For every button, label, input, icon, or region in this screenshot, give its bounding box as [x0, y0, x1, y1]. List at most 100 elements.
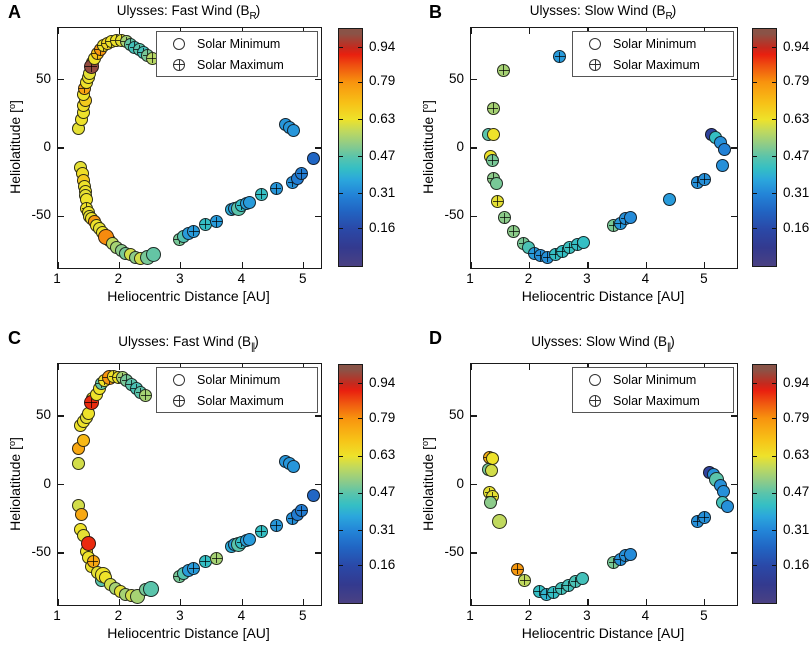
- circle-marker-icon: [173, 37, 185, 50]
- y-axis-tick: [731, 215, 737, 217]
- x-axis-tick: [57, 364, 59, 370]
- data-point-solar-minimum: [576, 235, 590, 249]
- colorbar-tick: [339, 47, 343, 49]
- x-axis-tick: [57, 28, 59, 34]
- colorbar-tick: [339, 418, 343, 420]
- legend-label: Solar Minimum: [613, 36, 697, 51]
- data-point-solar-maximum: [491, 194, 505, 208]
- colorbar-tick: [772, 228, 776, 230]
- x-tick-label: 4: [237, 271, 246, 286]
- colorbar-tick: [753, 193, 757, 195]
- legend-item: Solar Maximum: [157, 392, 317, 410]
- data-point-solar-maximum: [198, 554, 212, 568]
- data-point-solar-minimum: [81, 535, 97, 551]
- data-point-solar-maximum: [498, 211, 512, 225]
- y-tick-label: -50: [444, 543, 464, 559]
- y-axis-tick: [471, 483, 477, 486]
- colorbar-tick: [358, 418, 362, 420]
- x-tick-label: 2: [524, 608, 533, 623]
- x-axis-label: Heliocentric Distance [AU]: [107, 288, 270, 304]
- colorbar-tick: [772, 418, 776, 420]
- y-axis-tick: [315, 215, 321, 217]
- data-point-solar-maximum: [145, 51, 159, 65]
- degree-symbol: o: [420, 440, 431, 446]
- colorbar-tick: [753, 119, 757, 121]
- colorbar-tick: [339, 119, 343, 121]
- colorbar-tick-label: 0.31: [369, 521, 396, 537]
- data-point-solar-minimum: [146, 246, 162, 262]
- y-axis-tick: [471, 147, 477, 149]
- y-tick-label: -50: [31, 207, 51, 223]
- title-text: ): [255, 3, 261, 18]
- colorbar-tick-label: 0.79: [783, 409, 809, 425]
- colorbar-tick: [753, 418, 757, 420]
- colorbar-tick-label: 0.79: [369, 409, 396, 425]
- colorbar-tick: [753, 81, 757, 83]
- data-point-solar-minimum: [306, 488, 320, 502]
- title-text: ): [671, 3, 677, 18]
- x-tick-label: 3: [583, 608, 591, 623]
- colorbar-tick-label: 0.94: [783, 38, 809, 54]
- data-point-solar-minimum: [491, 513, 507, 529]
- colorbar-tick: [753, 530, 757, 532]
- colorbar-tick-label: 0.94: [369, 38, 396, 54]
- colorbar-tick: [772, 455, 776, 457]
- legend-item: Solar Minimum: [157, 35, 317, 53]
- circle-plus-marker-icon: [589, 394, 601, 407]
- colorbar-tick: [358, 383, 362, 385]
- colorbar-tick: [339, 193, 343, 195]
- data-point-solar-minimum: [623, 547, 637, 561]
- x-axis-tick: [57, 262, 59, 268]
- y-axis-tick: [315, 483, 321, 486]
- circle-marker-icon: [589, 37, 601, 50]
- data-point-solar-maximum: [518, 573, 532, 587]
- y-axis-tick: [58, 79, 64, 81]
- colorbar-tick: [358, 47, 362, 49]
- data-point-solar-minimum: [76, 434, 90, 448]
- data-point-solar-maximum: [187, 561, 201, 575]
- panel-letter: D: [429, 328, 442, 348]
- data-point-solar-minimum: [484, 464, 498, 478]
- title-text: ): [254, 334, 259, 349]
- colorbar-tick: [339, 228, 343, 230]
- colorbar-tick-label: 0.47: [783, 484, 809, 500]
- data-point-solar-maximum: [269, 519, 283, 533]
- x-tick-label: 3: [583, 271, 591, 286]
- circle-plus-marker-icon: [173, 394, 185, 407]
- x-tick-label: 1: [53, 271, 61, 286]
- x-tick-label: 1: [466, 608, 474, 623]
- legend-item: Solar Maximum: [573, 392, 733, 410]
- x-axis-tick: [470, 28, 472, 34]
- y-axis-tick: [471, 552, 477, 554]
- colorbar-tick-label: 0.47: [369, 147, 396, 163]
- x-tick-label: 5: [700, 608, 708, 623]
- x-axis-tick: [704, 262, 706, 268]
- legend-label: Solar Minimum: [197, 372, 281, 387]
- colorbar-tick-label: 0.63: [783, 447, 809, 462]
- x-axis-tick: [528, 599, 531, 605]
- x-axis-tick: [528, 364, 531, 370]
- y-axis-tick: [58, 415, 64, 417]
- colorbar-tick-label: 0.16: [783, 219, 809, 235]
- panel-letter: A: [8, 2, 21, 22]
- title-subscript: R: [249, 11, 257, 22]
- colorbar: [752, 28, 777, 267]
- x-axis-tick: [587, 599, 589, 605]
- y-axis-tick: [471, 79, 477, 81]
- legend-item: Solar Minimum: [157, 371, 317, 389]
- legend-label: Solar Minimum: [613, 372, 697, 387]
- data-point-solar-maximum: [295, 167, 309, 181]
- y-axis-tick: [731, 552, 737, 554]
- x-axis-tick: [118, 262, 121, 268]
- x-axis-tick: [303, 262, 305, 268]
- data-point-solar-maximum: [486, 101, 500, 115]
- data-point-solar-minimum: [306, 152, 320, 166]
- data-point-solar-minimum: [720, 499, 734, 513]
- colorbar-tick: [358, 193, 362, 195]
- data-point-solar-minimum: [717, 142, 731, 156]
- data-point-solar-maximum: [698, 172, 712, 186]
- legend-label: Solar Maximum: [197, 393, 284, 408]
